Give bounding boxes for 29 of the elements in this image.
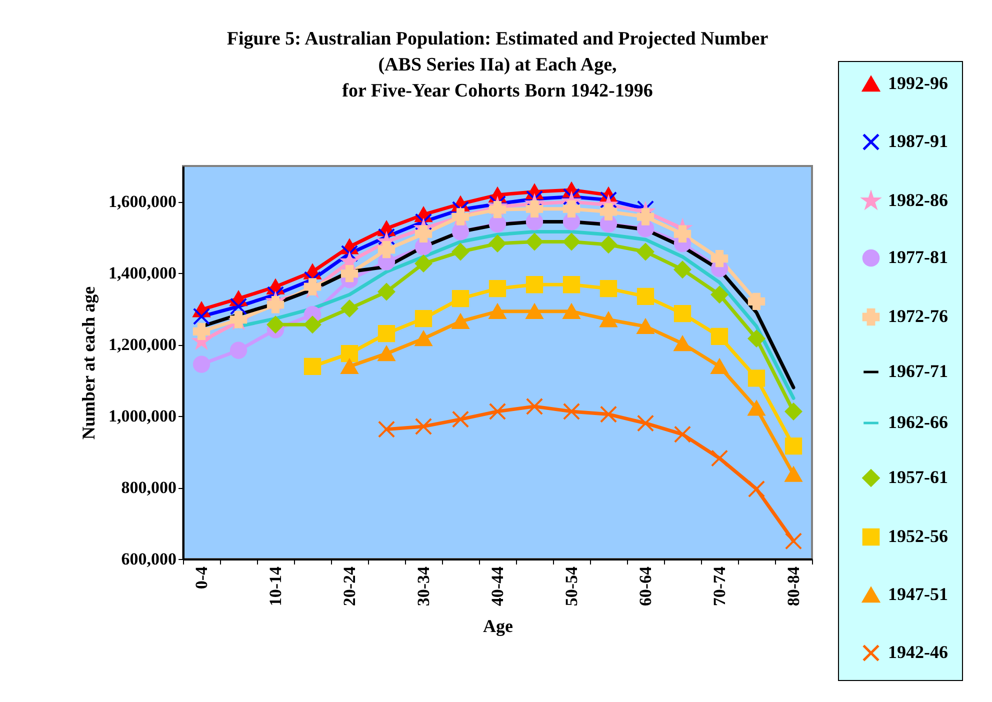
x-axis-title: Age (483, 616, 513, 636)
legend-label: 1972-76 (888, 306, 948, 326)
x-tick-label: 10-14 (266, 566, 285, 606)
x-tick-label: 40-44 (488, 566, 507, 606)
legend-label: 1962-66 (888, 412, 948, 432)
y-tick-label: 600,000 (121, 550, 176, 568)
y-tick-label: 1,400,000 (108, 264, 176, 283)
x-tick-label: 50-54 (562, 566, 581, 606)
legend-label: 1977-81 (888, 247, 948, 267)
x-tick-label: 80-84 (784, 566, 803, 606)
legend-label: 1967-71 (888, 361, 948, 381)
y-tick-label: 1,200,000 (108, 335, 176, 354)
x-tick-label: 70-74 (710, 566, 729, 606)
y-tick-label: 1,000,000 (108, 406, 176, 426)
x-tick-label: 60-64 (636, 566, 655, 606)
x-tick-label: 30-34 (414, 566, 433, 606)
legend-label: 1947-51 (888, 584, 948, 604)
legend-label: 1957-61 (888, 467, 948, 487)
x-tick-label: 20-24 (340, 566, 359, 606)
legend-label: 1952-56 (888, 526, 948, 546)
chart-title: Figure 5: Australian Population: Estimated and Projected Number (ABS Series IIa) at Each Age, for Five-Year Cohorts Born 1942-1996 (226, 28, 769, 102)
y-tick-label: 800,000 (121, 478, 176, 498)
legend-label: 1987-91 (888, 131, 948, 151)
x-tick-label: 0-4 (192, 566, 211, 590)
legend-label: 1992-96 (888, 73, 948, 93)
y-tick-label: 1,600,000 (108, 192, 176, 212)
legend-label: 1982-86 (888, 190, 948, 210)
y-axis-title: Number at each age (78, 286, 98, 440)
legend-label: 1942-46 (888, 642, 948, 662)
